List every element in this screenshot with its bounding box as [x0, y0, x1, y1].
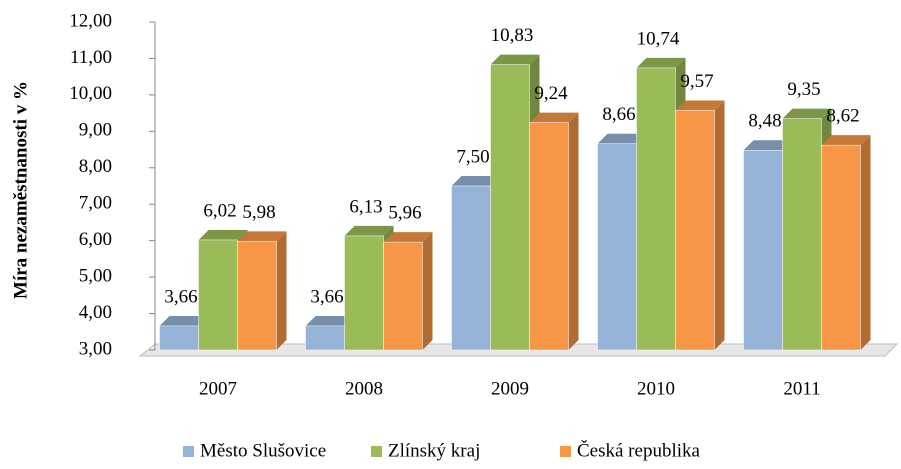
- bar: [743, 150, 783, 351]
- bar-top: [237, 231, 287, 242]
- y-tick-label: 5,00: [79, 265, 112, 286]
- value-label: 6,02: [203, 200, 236, 221]
- y-tick-label: 8,00: [79, 156, 112, 177]
- value-label: 3,66: [164, 286, 197, 307]
- x-tick-label: 2007: [199, 378, 237, 399]
- bar-side: [568, 112, 579, 350]
- bar-top: [597, 133, 647, 144]
- bar: [198, 239, 238, 351]
- bar-top: [451, 176, 501, 186]
- legend-label: Město Slušovice: [200, 440, 326, 461]
- bar-top: [743, 140, 793, 151]
- legend-swatch: [183, 446, 194, 457]
- y-tick-label: 9,00: [79, 120, 112, 141]
- bar-side: [714, 100, 725, 350]
- y-tick-label: 4,00: [79, 302, 112, 323]
- value-label: 6,13: [349, 196, 382, 217]
- value-label: 7,50: [456, 146, 489, 167]
- bar-top: [675, 100, 725, 111]
- value-label: 9,57: [680, 71, 713, 92]
- value-label: 8,48: [748, 111, 781, 132]
- y-tick-label: 3,00: [79, 338, 112, 359]
- y-tick-label: 6,00: [79, 229, 112, 250]
- bar: [451, 185, 491, 351]
- bar-top: [529, 112, 579, 123]
- bar-side: [276, 231, 287, 350]
- bar-side: [422, 232, 433, 350]
- y-tick-label: 7,00: [79, 193, 112, 214]
- bar: [636, 67, 676, 351]
- bar: [675, 110, 715, 351]
- bar-top: [305, 315, 355, 326]
- legend-swatch: [560, 446, 571, 457]
- bar-side: [860, 135, 871, 350]
- y-axis-title: Míra nezaměstnanosti v %: [10, 81, 31, 299]
- legend-swatch: [371, 446, 382, 457]
- y-tick-label: 12,00: [69, 10, 112, 31]
- value-label: 8,66: [602, 104, 635, 125]
- x-tick-label: 2010: [637, 378, 675, 399]
- bar: [383, 241, 423, 351]
- x-tick-label: 2011: [783, 378, 820, 399]
- bar: [529, 122, 569, 351]
- bar-top: [782, 108, 832, 119]
- bar-top: [159, 315, 209, 326]
- value-label: 5,96: [388, 202, 421, 223]
- bar-top: [636, 57, 686, 68]
- x-tick-label: 2009: [491, 378, 529, 399]
- x-tick-label: 2008: [345, 378, 383, 399]
- bar-top: [198, 229, 248, 240]
- legend-label: Česká republika: [577, 439, 701, 461]
- bar: [344, 235, 384, 351]
- bar-top: [490, 54, 540, 65]
- bar: [237, 241, 277, 351]
- bar-top: [383, 232, 433, 243]
- y-tick-label: 10,00: [69, 83, 112, 104]
- bar: [305, 325, 345, 351]
- value-label: 10,83: [491, 25, 534, 46]
- value-label: 3,66: [310, 286, 343, 307]
- bar-top: [344, 225, 394, 236]
- y-tick-label: 11,00: [70, 47, 112, 68]
- value-label: 9,24: [534, 83, 568, 104]
- bar: [597, 143, 637, 351]
- bar: [782, 118, 822, 351]
- value-label: 8,62: [826, 106, 859, 127]
- value-label: 5,98: [242, 202, 275, 223]
- value-label: 9,35: [787, 79, 820, 100]
- bar-top: [821, 135, 871, 146]
- bar: [490, 64, 530, 351]
- value-label: 10,74: [637, 28, 680, 49]
- bar: [821, 144, 861, 351]
- legend-label: Zlínský kraj: [388, 440, 480, 461]
- bar: [159, 325, 199, 351]
